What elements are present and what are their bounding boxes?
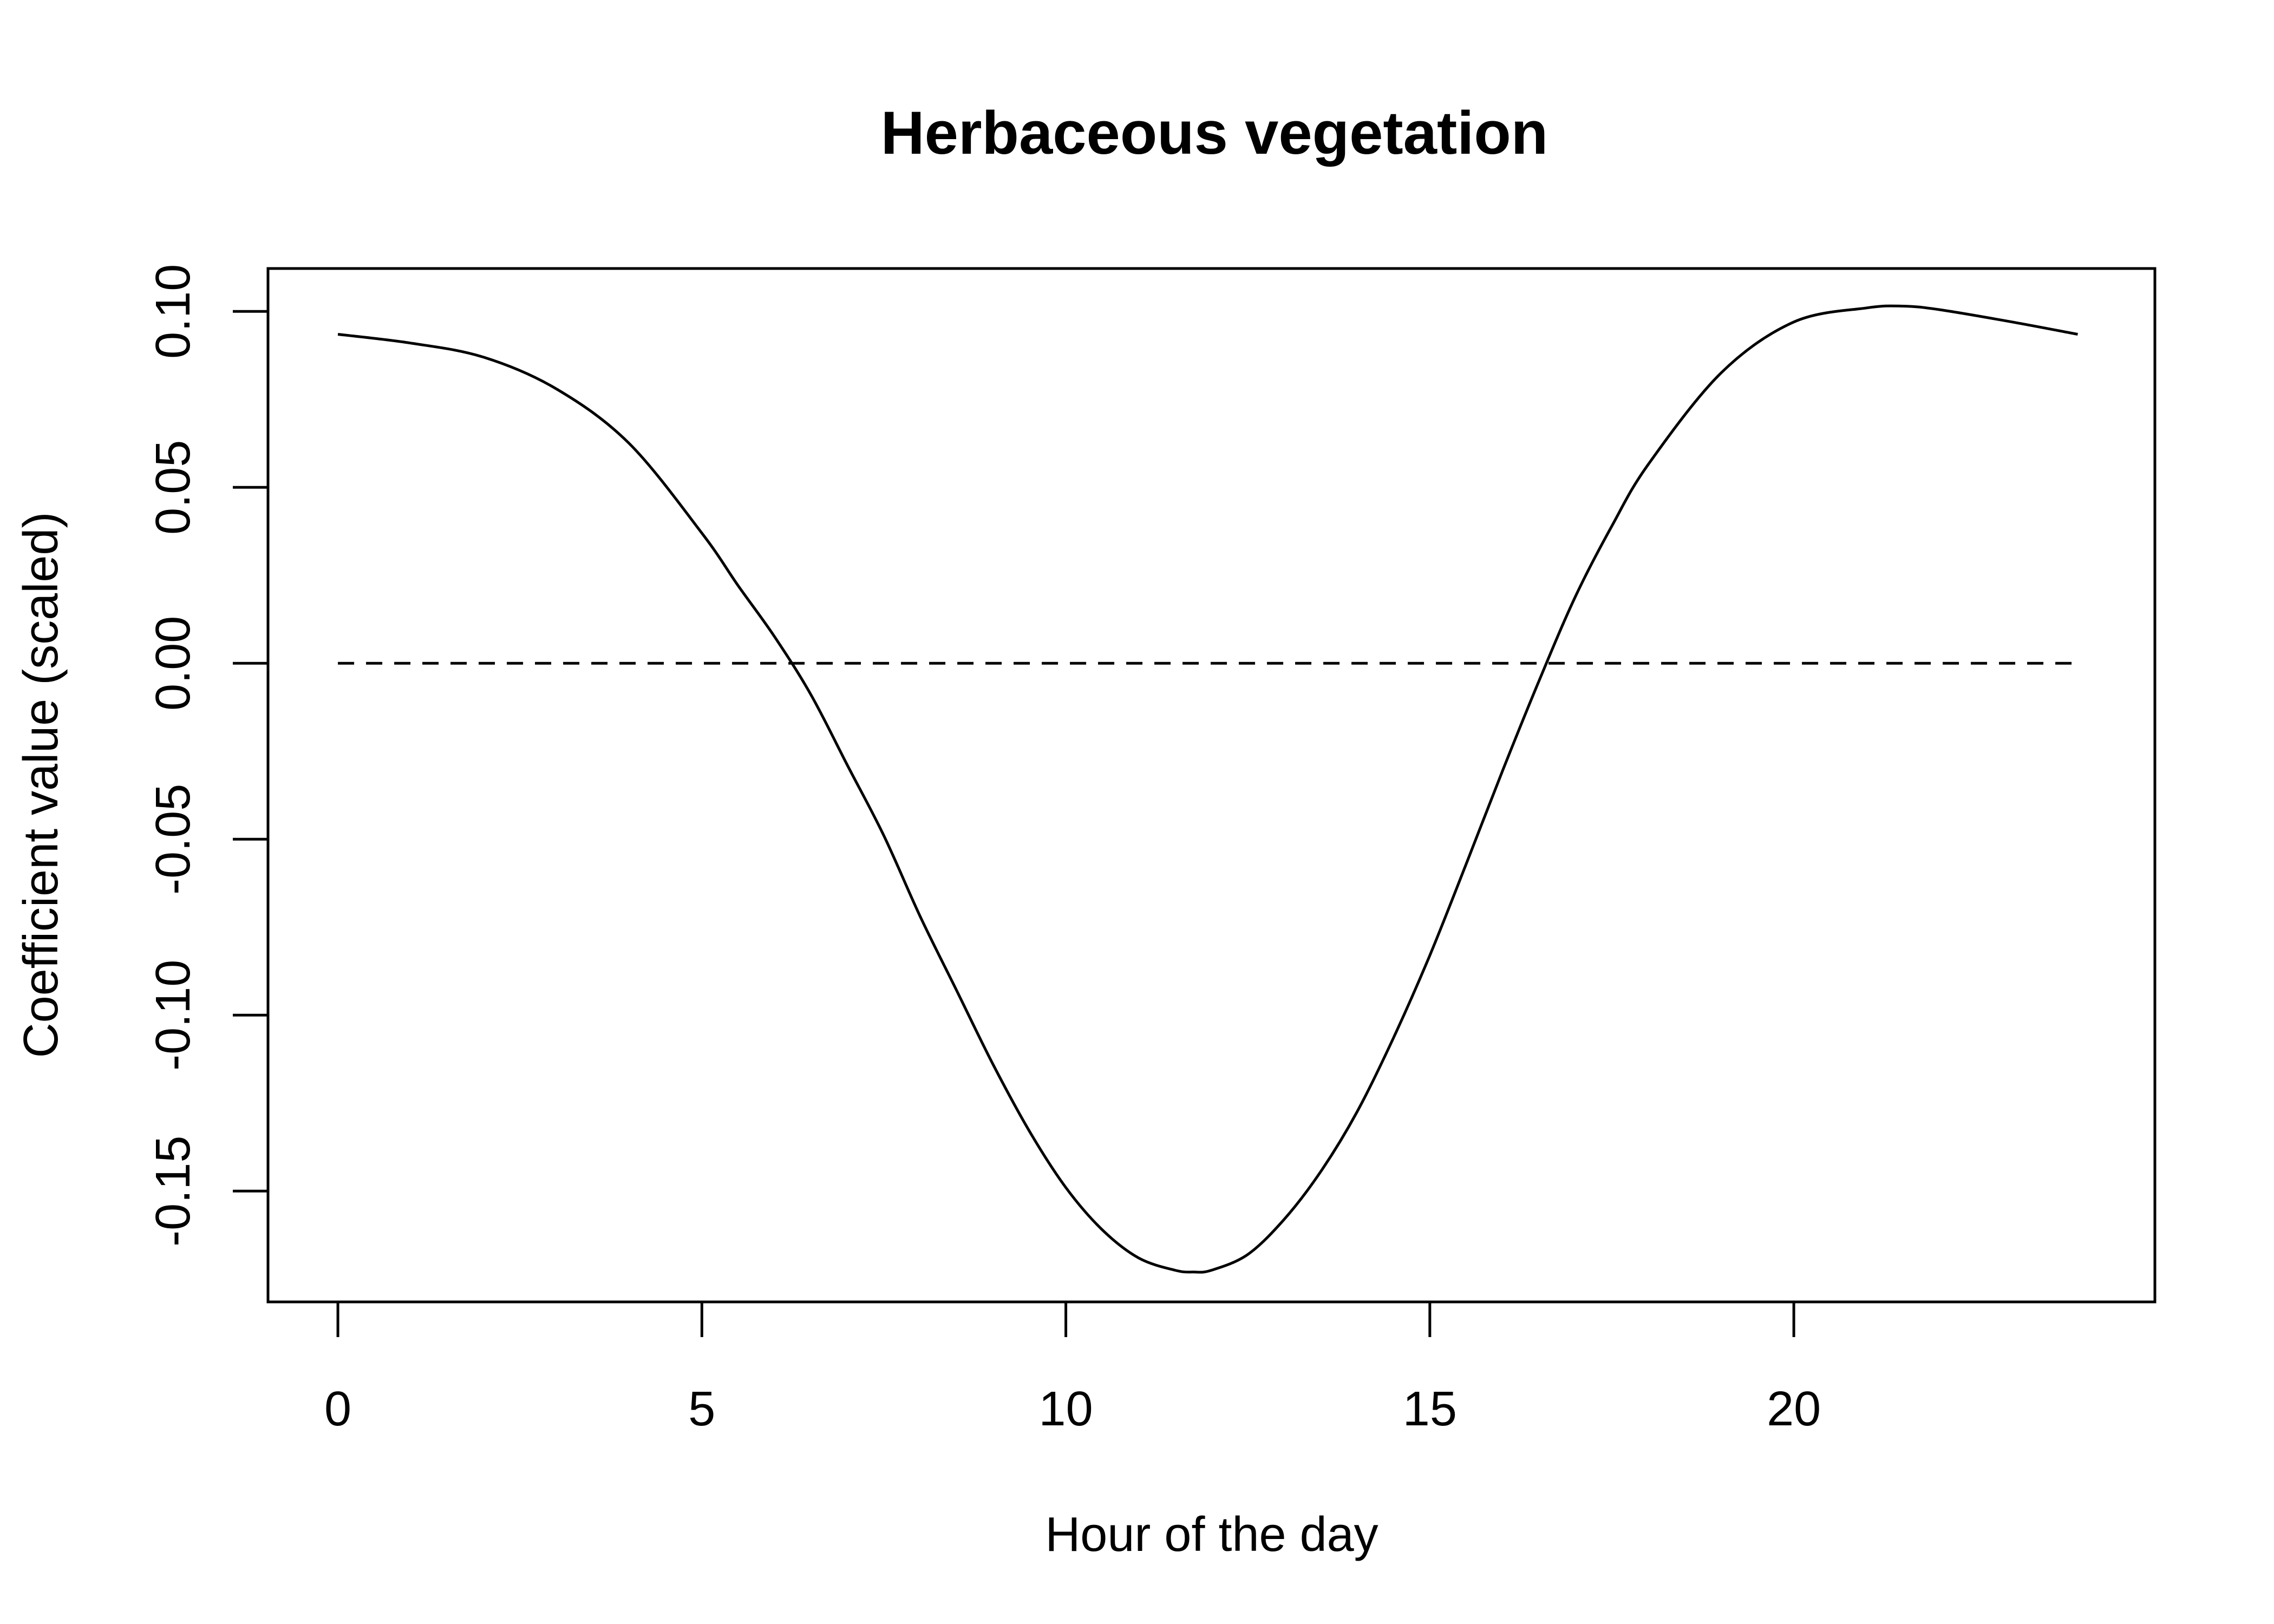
x-tick-label: 10	[1039, 1382, 1093, 1436]
y-axis-label: Coefficient value (scaled)	[14, 512, 68, 1058]
x-axis: 0 5 10 15 20	[324, 1300, 1821, 1436]
y-axis: -0.15 -0.10 -0.05 0.00 0.05 0.10	[146, 264, 270, 1247]
x-tick-label: 5	[688, 1382, 715, 1436]
y-tick-label: -0.15	[146, 1136, 200, 1247]
series-line	[337, 304, 2078, 1274]
x-tick-label: 20	[1767, 1382, 1821, 1436]
x-tick-label: 0	[324, 1382, 351, 1436]
y-tick-label: 0.05	[146, 440, 200, 535]
x-axis-label: Hour of the day	[1045, 1508, 1378, 1562]
y-tick-label: 0.10	[146, 264, 200, 359]
x-tick-label: 15	[1403, 1382, 1457, 1436]
series-group	[337, 304, 2078, 1274]
chart-title: Herbaceous vegetation	[881, 99, 1548, 167]
y-tick-label: -0.05	[146, 784, 200, 895]
y-tick-label: -0.10	[146, 960, 200, 1071]
y-tick-label: 0.00	[146, 616, 200, 711]
